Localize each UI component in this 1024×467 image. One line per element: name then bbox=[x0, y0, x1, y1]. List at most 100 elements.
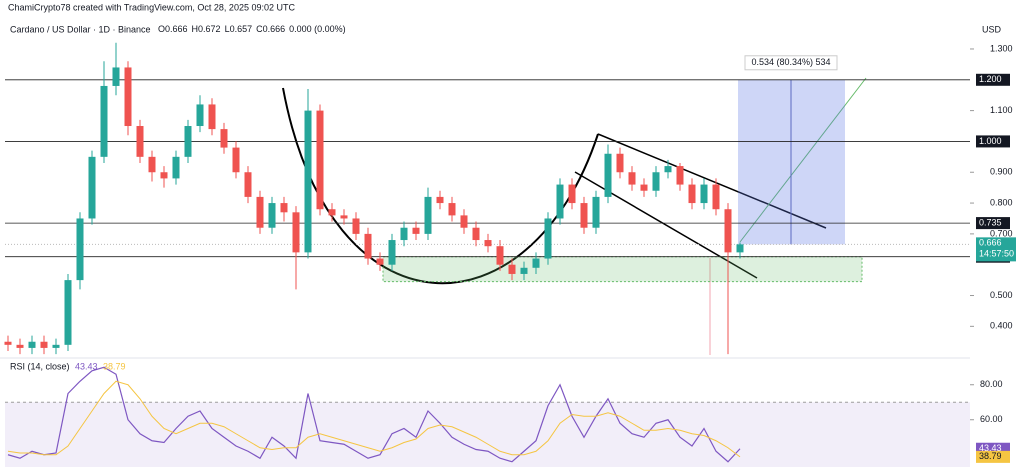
candle-body bbox=[64, 280, 72, 345]
candle-body bbox=[316, 110, 324, 210]
candle-body bbox=[256, 196, 264, 228]
candle-body bbox=[160, 172, 168, 179]
candle-body bbox=[640, 184, 648, 191]
candle-body bbox=[460, 215, 468, 228]
candle-body bbox=[76, 218, 84, 281]
candle-body bbox=[616, 153, 624, 173]
y-tick-label: 0.900 bbox=[990, 167, 1013, 177]
candle-body bbox=[376, 258, 384, 265]
candle-body bbox=[328, 209, 336, 216]
candle-body bbox=[532, 258, 540, 268]
candle-body bbox=[520, 267, 528, 274]
candle-body bbox=[652, 172, 660, 191]
candle-body bbox=[448, 203, 456, 216]
candle-body bbox=[52, 344, 60, 348]
y-tick-label: 0.500 bbox=[990, 290, 1013, 300]
wedge-upper bbox=[597, 133, 827, 229]
candle-body bbox=[292, 212, 300, 253]
candle-body bbox=[304, 110, 312, 253]
candle-body bbox=[628, 172, 636, 185]
candle-body bbox=[4, 341, 12, 345]
candle-body bbox=[400, 227, 408, 241]
candle-body bbox=[544, 218, 552, 259]
rsi-line bbox=[7, 366, 741, 463]
candle-body bbox=[184, 126, 192, 157]
candle-body bbox=[40, 341, 48, 348]
level-label: 0.735 bbox=[979, 217, 1002, 227]
candle-body bbox=[388, 240, 396, 265]
candle-body bbox=[148, 156, 156, 173]
y-tick-label: 0.400 bbox=[990, 321, 1013, 331]
candle-body bbox=[244, 172, 252, 197]
currency: USD bbox=[982, 24, 1002, 34]
ohlc-value: O0.666 bbox=[158, 24, 188, 34]
candle-body bbox=[88, 156, 96, 219]
attribution: ChamiCrypto78 created with TradingView.c… bbox=[8, 2, 295, 12]
candle-body bbox=[496, 246, 504, 265]
projection-line bbox=[739, 77, 867, 243]
candle-body bbox=[580, 203, 588, 228]
y-tick-label: 0.800 bbox=[990, 197, 1013, 207]
candle-body bbox=[700, 184, 708, 204]
measure-label-bg bbox=[744, 55, 838, 71]
candle-body bbox=[736, 244, 744, 253]
candle-body bbox=[28, 341, 36, 348]
candle-body bbox=[220, 129, 228, 148]
rsi-line bbox=[7, 380, 741, 458]
rsi-value-label: 38.79 bbox=[979, 451, 1002, 461]
candle-body bbox=[484, 240, 492, 247]
candle-body bbox=[112, 67, 120, 86]
candle-body bbox=[136, 126, 144, 157]
rsi-legend: 38.79 bbox=[103, 361, 126, 371]
candle-body bbox=[568, 184, 576, 204]
ohlc-legend: O0.666 H0.672 L0.657 C0.666 0.000 (0.00%) bbox=[158, 24, 346, 34]
candle-body bbox=[196, 104, 204, 127]
rsi-title: RSI (14, close) bbox=[10, 361, 70, 371]
last-price-label: 0.666 bbox=[979, 238, 1002, 248]
y-tick-label: 0.700 bbox=[990, 228, 1013, 238]
candle-body bbox=[340, 215, 348, 219]
countdown: 14:57:50 bbox=[979, 249, 1014, 259]
candle-body bbox=[724, 209, 732, 253]
candle-body bbox=[676, 166, 684, 185]
ohlc-value: H0.672 bbox=[192, 24, 221, 34]
candle-body bbox=[688, 184, 696, 204]
level-label-bg bbox=[976, 217, 1010, 230]
ohlc-value: C0.666 bbox=[256, 24, 285, 34]
candle-body bbox=[280, 203, 288, 213]
measure-label: 0.534 (80.34%) 534 bbox=[751, 57, 830, 67]
ohlc-value: L0.657 bbox=[225, 24, 253, 34]
rsi-tick-label: 60.00 bbox=[980, 414, 1003, 424]
candle-body bbox=[364, 233, 372, 259]
candle-body bbox=[268, 203, 276, 228]
candle-body bbox=[124, 67, 132, 127]
candle-body bbox=[508, 264, 516, 274]
candle-body bbox=[604, 153, 612, 197]
candle-body bbox=[16, 344, 24, 348]
candle-body bbox=[592, 196, 600, 228]
y-tick-label: 1.300 bbox=[990, 43, 1013, 53]
rsi-value-bg bbox=[976, 450, 1010, 463]
candle-body bbox=[232, 147, 240, 173]
rsi-value-label: 43.43 bbox=[979, 443, 1002, 453]
level-label: 1.000 bbox=[979, 136, 1002, 146]
candle-body bbox=[556, 184, 564, 219]
change-value: 0.000 (0.00%) bbox=[289, 24, 346, 34]
candle-body bbox=[424, 196, 432, 234]
support-zone bbox=[382, 256, 863, 283]
candle-body bbox=[412, 227, 420, 234]
level-label: 1.200 bbox=[979, 74, 1002, 84]
candle-body bbox=[712, 184, 720, 210]
rsi-band bbox=[5, 402, 970, 467]
level-label-bg bbox=[976, 73, 1010, 86]
symbol: Cardano / US Dollar · 1D · Binance bbox=[10, 24, 151, 34]
level-label-bg bbox=[976, 135, 1010, 148]
candle-body bbox=[436, 196, 444, 204]
last-price-bg bbox=[976, 237, 1016, 262]
candle-body bbox=[172, 156, 180, 179]
candle-body bbox=[208, 104, 216, 130]
candle-body bbox=[100, 85, 108, 157]
candle-body bbox=[664, 166, 672, 173]
